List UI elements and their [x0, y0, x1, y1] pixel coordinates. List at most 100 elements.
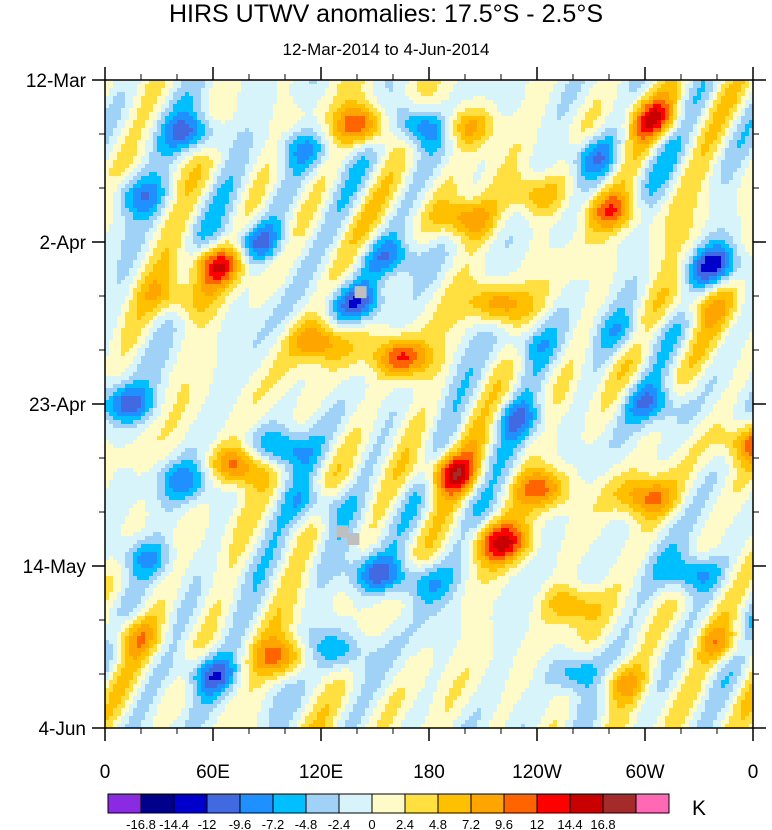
field-cell [629, 148, 634, 153]
field-cell [733, 160, 738, 165]
field-cell [413, 88, 418, 93]
field-cell [641, 84, 646, 89]
field-cell [185, 160, 190, 165]
field-cell [273, 200, 278, 205]
field-cell [569, 108, 574, 113]
field-cell [373, 180, 378, 185]
field-cell [729, 164, 734, 169]
field-cell [333, 184, 338, 189]
field-cell [249, 136, 254, 141]
field-cell [177, 176, 182, 181]
field-cell [677, 144, 682, 149]
field-cell [301, 148, 306, 153]
field-cell [437, 160, 442, 165]
field-cell [601, 92, 606, 97]
field-cell [449, 120, 454, 125]
field-cell [269, 148, 274, 153]
field-cell [317, 196, 322, 201]
field-cell [465, 172, 470, 177]
field-cell [497, 112, 502, 117]
field-cell [429, 156, 434, 161]
field-cell [149, 100, 154, 105]
field-cell [149, 148, 154, 153]
field-cell [229, 140, 234, 145]
field-cell [685, 196, 690, 201]
field-cell [489, 112, 494, 117]
field-cell [177, 84, 182, 89]
field-cell [653, 188, 658, 193]
field-cell [661, 128, 666, 133]
field-cell [625, 96, 630, 101]
field-cell [201, 144, 206, 149]
field-cell [473, 196, 478, 201]
field-cell [705, 80, 710, 85]
field-cell [373, 116, 378, 121]
field-cell [697, 124, 702, 129]
field-cell [477, 192, 482, 197]
field-cell [677, 140, 682, 145]
field-cell [377, 148, 382, 153]
field-cell [249, 128, 254, 133]
field-cell [609, 108, 614, 113]
field-cell [157, 104, 162, 109]
field-cell [713, 92, 718, 97]
field-cell [201, 112, 206, 117]
field-cell [637, 120, 642, 125]
field-cell [421, 116, 426, 121]
field-cell [261, 112, 266, 117]
field-cell [601, 196, 606, 201]
field-cell [681, 176, 686, 181]
field-cell [309, 152, 314, 157]
field-cell [281, 140, 286, 145]
field-cell [149, 104, 154, 109]
field-cell [749, 160, 753, 165]
field-cell [493, 172, 498, 177]
field-cell [173, 124, 178, 129]
field-cell [425, 176, 430, 181]
field-cell [729, 192, 734, 197]
field-cell [169, 104, 174, 109]
field-cell [657, 80, 662, 85]
field-cell [261, 172, 266, 177]
field-cell [169, 148, 174, 153]
field-cell [741, 128, 746, 133]
field-cell [201, 84, 206, 89]
field-cell [401, 160, 406, 165]
field-cell [697, 80, 702, 85]
field-cell [341, 88, 346, 93]
field-cell [509, 172, 514, 177]
field-cell [377, 140, 382, 145]
field-cell [665, 136, 670, 141]
field-cell [213, 116, 218, 121]
field-cell [385, 108, 390, 113]
field-cell [281, 136, 286, 141]
field-cell [273, 108, 278, 113]
field-cell [161, 120, 166, 125]
field-cell [725, 168, 730, 173]
field-cell [533, 100, 538, 105]
field-cell [305, 112, 310, 117]
field-cell [221, 116, 226, 121]
field-cell [657, 96, 662, 101]
field-cell [133, 196, 138, 201]
field-cell [157, 124, 162, 129]
field-cell [321, 172, 326, 177]
field-cell [637, 148, 642, 153]
field-cell [193, 92, 198, 97]
field-cell [349, 108, 354, 113]
field-cell [133, 124, 138, 129]
field-cell [713, 172, 718, 177]
field-cell [181, 128, 186, 133]
field-cell [633, 192, 638, 197]
field-cell [593, 132, 598, 137]
field-cell [425, 196, 430, 201]
field-cell [709, 192, 714, 197]
field-cell [533, 156, 538, 161]
field-cell [313, 116, 318, 121]
field-cell [389, 120, 394, 125]
field-cell [205, 152, 210, 157]
field-cell [377, 108, 382, 113]
field-cell [481, 160, 486, 165]
field-cell [713, 88, 718, 93]
field-cell [641, 200, 646, 205]
